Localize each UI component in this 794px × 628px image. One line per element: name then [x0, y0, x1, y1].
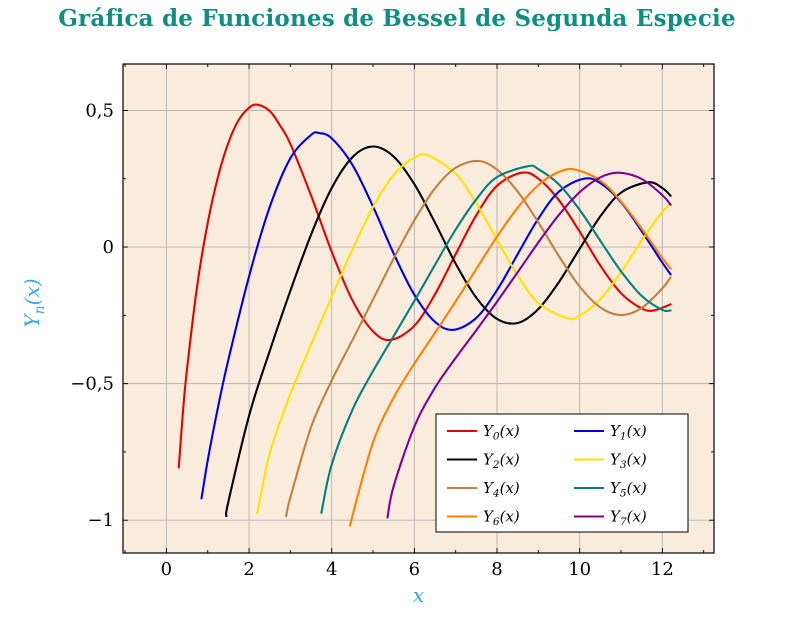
tick-labels: 0 2 4 6 8 10 12 −1 −0,5 0 0,5 [70, 100, 674, 580]
y-tick-label: 0,5 [85, 100, 114, 121]
legend-label-Y2: Y2(x) [483, 451, 520, 472]
x-tick-label: 12 [651, 559, 674, 580]
legend-label-Y5: Y5(x) [610, 479, 647, 500]
y-axis-label-base: Y [20, 314, 44, 328]
curve-Y6 [349, 168, 672, 527]
legend-label-Y7: Y7(x) [610, 508, 647, 529]
curve-Y7 [386, 171, 672, 519]
curve-Y3 [256, 153, 672, 515]
legend-label-Y3: Y3(x) [610, 451, 647, 472]
curve-Y2 [225, 145, 672, 518]
plot-frame [122, 63, 715, 554]
chart-title: Gráfica de Funciones de Bessel de Segund… [58, 5, 736, 32]
x-tick-label: 0 [161, 559, 172, 580]
x-tick-label: 6 [409, 559, 420, 580]
legend: Y0(x) Y1(x) Y2(x) Y3(x) Y4(x) Y5(x) Y6(x) Y7(x) [435, 413, 689, 533]
y-axis-label: Yn(x) [20, 248, 48, 358]
curves [177, 103, 672, 527]
legend-label-Y6: Y6(x) [483, 508, 520, 529]
legend-label-Y1: Y1(x) [610, 422, 647, 443]
y-axis-label-args: (x) [20, 278, 44, 306]
x-tick-label: 4 [326, 559, 337, 580]
y-tick-label: 0 [103, 237, 114, 258]
curve-Y0 [177, 103, 672, 469]
x-tick-label: 8 [491, 559, 502, 580]
curve-Y4 [285, 159, 672, 518]
y-tick-label: −1 [87, 510, 114, 531]
legend-box [435, 413, 689, 533]
x-tick-label: 10 [568, 559, 591, 580]
curve-Y5 [320, 164, 672, 514]
x-tick-label: 2 [243, 559, 254, 580]
x-axis-label: x [412, 583, 425, 607]
legend-label-Y0: Y0(x) [483, 422, 520, 443]
y-tick-label: −0,5 [70, 374, 114, 395]
y-axis-label-sub: n [32, 305, 48, 315]
legend-label-Y4: Y4(x) [483, 479, 520, 500]
